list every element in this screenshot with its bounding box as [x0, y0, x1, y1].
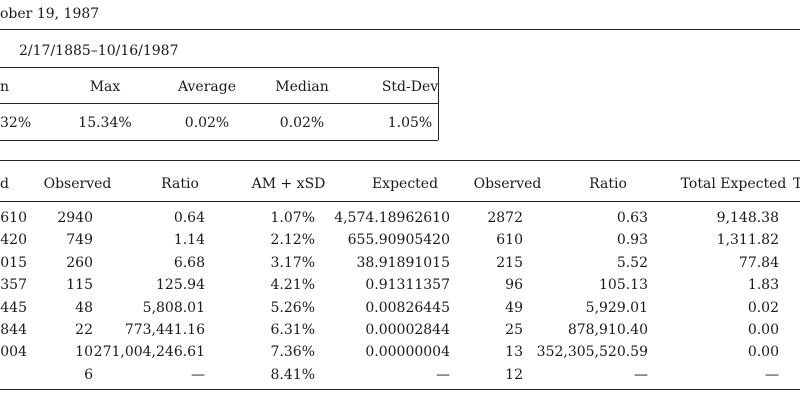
header-truncated-right: T [793, 176, 800, 192]
cell-ratio-1: 5,808.01 [142, 299, 205, 316]
cell-total-expected: 1.83 [747, 277, 779, 294]
summary-header-median: Median [275, 79, 329, 95]
cell-expected-left: 1015 [0, 254, 27, 271]
cell-am-xsd: 2.12% [270, 232, 315, 249]
caption-rule [0, 29, 800, 30]
header-expected: Expected [371, 176, 439, 192]
summary-bottom-rule [0, 140, 438, 141]
cell-am-xsd: 7.36% [270, 344, 315, 361]
summary-header-max: Max [89, 79, 121, 95]
cell-observed-2: 610 [496, 232, 523, 249]
header-ratio-2: Ratio [589, 176, 627, 192]
summary-value-median: 0.02% [279, 115, 325, 131]
cell-expected: 0.00000004 [365, 344, 450, 361]
cell-total-expected: — [765, 366, 779, 383]
cell-am-xsd: 3.17% [270, 254, 315, 271]
header-total-expected: Total Expected [680, 176, 787, 192]
cell-total-expected: 77.84 [738, 254, 779, 271]
summary-right-border [438, 67, 439, 140]
cell-expected: 38.91891015 [356, 254, 450, 271]
cell-expected-left: 5420 [0, 232, 27, 249]
cell-expected-left: 5445 [0, 299, 27, 316]
cell-observed-1: 22 [75, 322, 93, 338]
cell-expected-left: 2610 [0, 210, 27, 226]
header-ratio-1: Ratio [161, 176, 199, 192]
summary-period: 2/17/1885–10/16/1987 [19, 43, 179, 59]
cell-ratio-1: 1.14 [173, 232, 205, 249]
cell-ratio-2: 878,910.40 [567, 322, 648, 338]
cell-ratio-2: 5.52 [616, 254, 648, 271]
main-bottom-rule [0, 389, 800, 390]
summary-header-rule [0, 103, 438, 104]
cell-expected: — [436, 366, 450, 383]
header-expected-left: d [0, 176, 9, 192]
cell-ratio-1: — [191, 366, 205, 383]
cell-observed-1: 48 [75, 299, 93, 316]
cell-am-xsd: 8.41% [270, 366, 315, 383]
main-header-rule [0, 201, 800, 202]
cell-ratio-2: 5,929.01 [585, 299, 648, 316]
cell-observed-1: 260 [66, 254, 93, 271]
cell-observed-1: 10 [75, 344, 93, 361]
cell-ratio-1: 0.64 [173, 210, 205, 226]
cell-total-expected: 1,311.82 [716, 232, 779, 249]
cell-am-xsd: 4.21% [270, 277, 315, 294]
cell-total-expected: 9,148.38 [716, 210, 779, 226]
cell-ratio-2: 352,305,520.59 [536, 344, 648, 361]
summary-value-stddev: 1.05% [387, 115, 433, 131]
cell-ratio-2: 105.13 [599, 277, 648, 294]
cell-observed-2: 49 [505, 299, 523, 316]
summary-value-min: 32% [0, 115, 32, 131]
cell-ratio-2: 0.93 [616, 232, 648, 249]
cell-observed-1: 749 [66, 232, 93, 249]
cell-observed-1: 2940 [57, 210, 93, 226]
main-top-rule [0, 160, 800, 161]
table-caption: ober 19, 1987 [0, 6, 100, 22]
cell-observed-2: 215 [496, 254, 523, 271]
cell-observed-2: 2872 [487, 210, 523, 226]
cell-ratio-1: 773,441.16 [124, 322, 205, 338]
cell-observed-2: 96 [505, 277, 523, 294]
summary-header-min: n [0, 79, 10, 95]
summary-value-average: 0.02% [184, 115, 230, 131]
cell-expected-left: 0004 [0, 344, 27, 361]
header-am-xsd: AM + xSD [251, 176, 326, 192]
cell-am-xsd: 6.31% [270, 322, 315, 338]
cell-expected: 0.91311357 [365, 277, 450, 294]
cell-expected-left: 2844 [0, 322, 27, 338]
cell-expected: 0.00002844 [365, 322, 450, 338]
cell-am-xsd: 1.07% [270, 210, 315, 226]
summary-value-max: 15.34% [78, 115, 132, 131]
cell-am-xsd: 5.26% [270, 299, 315, 316]
cell-expected: 4,574.18962610 [334, 210, 450, 226]
cell-expected: 0.00826445 [365, 299, 450, 316]
header-observed-1: Observed [43, 176, 112, 192]
cell-observed-1: 115 [66, 277, 93, 294]
cell-total-expected: 0.00 [747, 322, 779, 338]
cell-observed-2: 12 [505, 366, 523, 383]
cell-ratio-1: 125.94 [156, 277, 205, 294]
cell-ratio-2: — [634, 366, 648, 383]
cell-ratio-1: 271,004,246.61 [93, 344, 205, 361]
summary-header-average: Average [177, 79, 237, 95]
cell-observed-2: 13 [505, 344, 523, 361]
cell-ratio-1: 6.68 [173, 254, 205, 271]
cell-expected: 655.90905420 [347, 232, 450, 249]
cell-observed-1: 6 [84, 366, 93, 383]
cell-expected-left: 1357 [0, 277, 27, 294]
cell-total-expected: 0.02 [747, 299, 779, 316]
cell-ratio-2: 0.63 [616, 210, 648, 226]
cell-total-expected: 0.00 [747, 344, 779, 361]
header-observed-2: Observed [473, 176, 542, 192]
summary-header-rule-top [0, 67, 438, 68]
cell-observed-2: 25 [505, 322, 523, 338]
summary-header-stddev: Std-Dev [381, 79, 439, 95]
